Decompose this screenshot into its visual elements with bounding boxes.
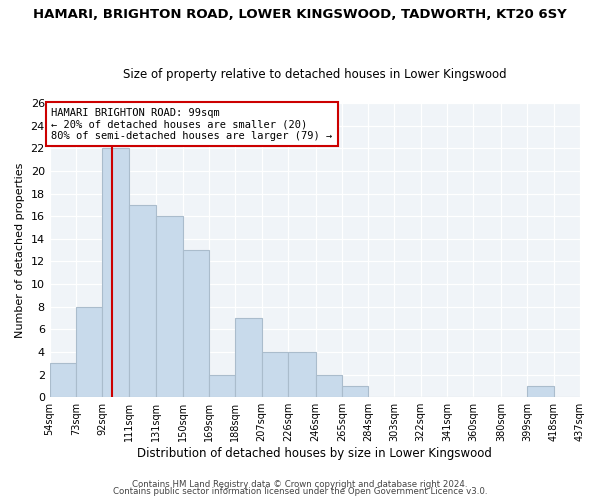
Bar bbox=[316, 374, 342, 397]
Text: Contains public sector information licensed under the Open Government Licence v3: Contains public sector information licen… bbox=[113, 487, 487, 496]
Bar bbox=[527, 386, 554, 397]
X-axis label: Distribution of detached houses by size in Lower Kingswood: Distribution of detached houses by size … bbox=[137, 447, 492, 460]
Bar bbox=[102, 148, 128, 397]
Bar bbox=[156, 216, 182, 397]
Title: Size of property relative to detached houses in Lower Kingswood: Size of property relative to detached ho… bbox=[123, 68, 506, 81]
Bar bbox=[76, 306, 102, 397]
Text: Contains HM Land Registry data © Crown copyright and database right 2024.: Contains HM Land Registry data © Crown c… bbox=[132, 480, 468, 489]
Bar bbox=[182, 250, 209, 397]
Bar bbox=[235, 318, 262, 397]
Bar bbox=[342, 386, 368, 397]
Y-axis label: Number of detached properties: Number of detached properties bbox=[15, 162, 25, 338]
Bar bbox=[128, 205, 156, 397]
Bar bbox=[209, 374, 235, 397]
Bar bbox=[288, 352, 316, 397]
Text: HAMARI, BRIGHTON ROAD, LOWER KINGSWOOD, TADWORTH, KT20 6SY: HAMARI, BRIGHTON ROAD, LOWER KINGSWOOD, … bbox=[33, 8, 567, 20]
Text: HAMARI BRIGHTON ROAD: 99sqm
← 20% of detached houses are smaller (20)
80% of sem: HAMARI BRIGHTON ROAD: 99sqm ← 20% of det… bbox=[51, 108, 332, 140]
Bar bbox=[50, 364, 76, 397]
Bar bbox=[262, 352, 288, 397]
